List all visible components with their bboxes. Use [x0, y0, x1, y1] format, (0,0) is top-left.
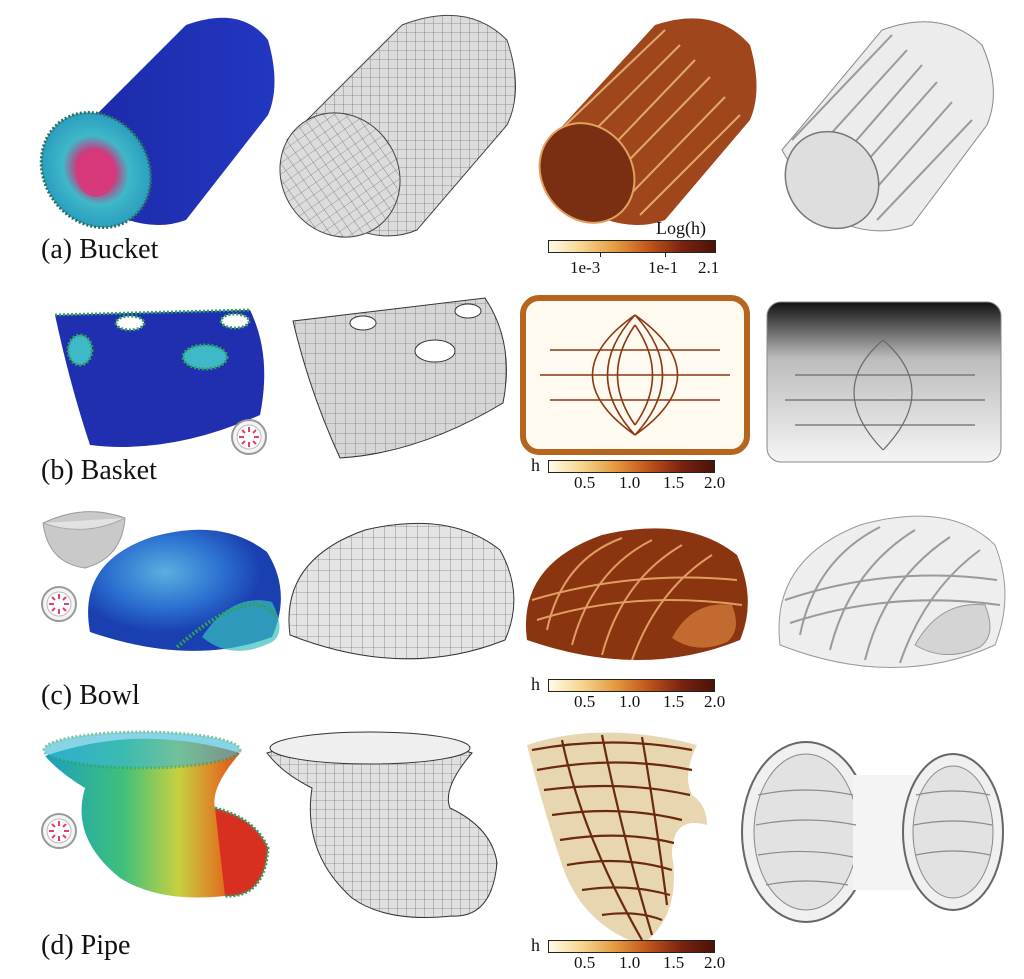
basket-gravity-icon: [230, 418, 268, 456]
colorbar-b-tick-3: 1.5: [663, 473, 685, 492]
pipe-gravity-icon: [40, 812, 78, 850]
colorbar-d-tick-4: 2.0: [704, 953, 726, 972]
caption-basket: (b) Basket: [41, 455, 157, 486]
caption-bucket: (a) Bucket: [41, 234, 159, 265]
bucket-rib-structure: [525, 5, 765, 235]
pipe-quad-mesh: [262, 728, 512, 928]
colorbar-a: Log(h) 1e-3 1e-1 2.1: [540, 218, 740, 278]
bowl-thumbnail: [40, 508, 128, 573]
colorbar-c: h 0.5 1.0 1.5 2.0: [528, 674, 733, 714]
colorbar-c-tick-2: 1.0: [619, 692, 641, 711]
colorbar-c-tick-4: 2.0: [704, 692, 726, 711]
colorbar-c-gradient: [548, 679, 715, 692]
colorbar-a-tick-3: 2.1: [698, 258, 720, 277]
colorbar-b: h 0.5 1.0 1.5 2.0: [528, 455, 733, 495]
bucket-fabricated-model: [772, 10, 1012, 240]
colorbar-a-title: Log(h): [656, 218, 706, 238]
colorbar-b-tick-4: 2.0: [704, 473, 726, 492]
pipe-rib-structure: [522, 725, 717, 950]
bowl-fabricated-model: [775, 505, 1010, 675]
colorbar-a-tick-2: 1e-1: [648, 258, 679, 277]
colorbar-b-gradient: [548, 460, 715, 473]
colorbar-d-tick-3: 1.5: [663, 953, 685, 972]
basket-rib-structure: [520, 295, 750, 455]
colorbar-d: h 0.5 1.0 1.5 2.0: [528, 935, 733, 975]
colorbar-c-label: h: [531, 674, 540, 694]
caption-pipe: (d) Pipe: [41, 930, 131, 961]
bucket-field-render: [36, 5, 282, 235]
bucket-quad-mesh: [262, 5, 524, 245]
colorbar-d-tick-1: 0.5: [574, 953, 596, 972]
colorbar-c-tick-1: 0.5: [574, 692, 596, 711]
colorbar-a-gradient: [548, 240, 716, 253]
pipe-field-render: [40, 728, 280, 903]
basket-field-render: [50, 295, 280, 460]
colorbar-d-tick-2: 1.0: [619, 953, 641, 972]
bowl-field-render: [82, 522, 287, 662]
basket-quad-mesh: [285, 293, 517, 463]
colorbar-b-tick-2: 1.0: [619, 473, 641, 492]
bowl-gravity-icon: [40, 585, 78, 623]
colorbar-b-label: h: [531, 455, 540, 475]
pipe-fabricated-model: [738, 735, 1008, 930]
bowl-quad-mesh: [285, 515, 520, 670]
colorbar-c-tick-3: 1.5: [663, 692, 685, 711]
colorbar-a-tick-1: 1e-3: [570, 258, 601, 277]
colorbar-b-tick-1: 0.5: [574, 473, 596, 492]
colorbar-d-label: h: [531, 935, 540, 955]
caption-bowl: (c) Bowl: [41, 680, 140, 711]
colorbar-d-gradient: [548, 940, 715, 953]
bowl-rib-structure: [522, 520, 752, 670]
basket-fabricated-model: [765, 300, 1003, 464]
